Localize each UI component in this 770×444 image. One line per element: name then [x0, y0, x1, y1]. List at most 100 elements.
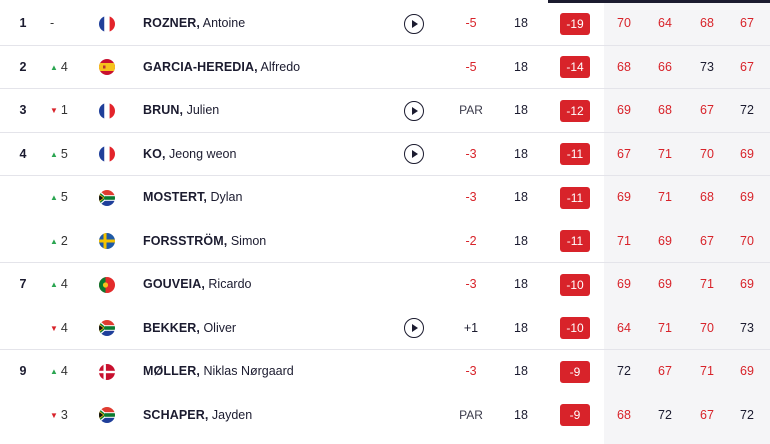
round-4-score: 72 [740, 407, 754, 422]
player-name[interactable]: KO, Jeong weon [143, 133, 393, 177]
thru-holes: 18 [514, 146, 528, 161]
row-divider [0, 175, 770, 176]
flag-za-icon [99, 189, 115, 206]
position-movement: ▼ 4 [50, 307, 84, 351]
row-divider [0, 262, 770, 263]
flag-se-icon [99, 233, 115, 249]
player-name[interactable]: GARCIA-HEREDIA, Alfredo [143, 46, 393, 90]
round-3-score: 68 [700, 16, 714, 30]
player-first-name: Jeong weon [169, 146, 237, 161]
round-3-score: 67 [700, 103, 714, 117]
position-movement: ▲ 4 [50, 46, 84, 90]
row-divider [0, 131, 770, 133]
player-row[interactable]: 3 ▼ 1 BRUN, Julien PAR 18 -12 69 68 67 72 [0, 89, 770, 133]
player-name[interactable]: BRUN, Julien [143, 89, 393, 133]
play-icon[interactable] [404, 100, 424, 121]
player-name[interactable]: FORSSTRÖM, Simon [143, 220, 393, 264]
movement-value: 1 [60, 103, 68, 117]
player-name[interactable]: MØLLER, Niklas Nørgaard [143, 350, 393, 394]
flag-fr-icon [99, 102, 115, 119]
player-name[interactable]: ROZNER, Antoine [143, 2, 393, 46]
player-first-name: Oliver [203, 320, 237, 335]
position: 9 [19, 364, 27, 378]
round-2-score: 71 [658, 320, 672, 335]
player-row[interactable]: 7 ▲ 4 GOUVEIA, Ricardo -3 18 -10 69 69 71 69 [0, 263, 770, 307]
round-1-score: 67 [617, 146, 631, 161]
player-last-name: SCHAPER, [143, 407, 209, 422]
player-row[interactable]: 1 - ROZNER, Antoine -5 18 -19 70 64 68 67 [0, 2, 770, 46]
today-score: -3 [465, 277, 477, 291]
round-3-score: 73 [700, 59, 714, 74]
movement-value: 4 [60, 59, 68, 74]
total-score-badge: -11 [560, 230, 590, 252]
row-divider [0, 88, 770, 89]
round-4-score: 67 [740, 16, 754, 30]
movement-value: 4 [60, 320, 68, 335]
round-3-score: 71 [700, 364, 714, 378]
today-score: -5 [465, 16, 477, 30]
player-last-name: MOSTERT, [143, 190, 207, 204]
position-movement: ▼ 3 [50, 394, 84, 438]
player-last-name: FORSSTRÖM, [143, 233, 228, 248]
round-3-score: 67 [700, 233, 714, 248]
flag-za-icon [99, 407, 115, 423]
position-movement: ▲ 4 [50, 263, 84, 307]
flag-fr-icon [99, 146, 115, 162]
player-row[interactable]: 4 ▲ 5 KO, Jeong weon -3 18 -11 67 71 70 69 [0, 133, 770, 177]
round-4-score: 73 [740, 320, 754, 335]
round-1-score: 69 [617, 190, 631, 204]
position: 3 [19, 103, 27, 117]
position [12, 394, 34, 438]
thru-holes: 18 [514, 190, 528, 204]
today-score: -2 [465, 233, 477, 248]
thru-holes: 18 [514, 364, 528, 378]
player-first-name: Ricardo [208, 277, 252, 291]
player-row[interactable]: ▲ 5 MOSTERT, Dylan -3 18 -11 69 71 68 69 [0, 176, 770, 220]
thru-holes: 18 [514, 103, 528, 117]
player-last-name: GARCIA-HEREDIA, [143, 59, 258, 74]
player-last-name: BRUN, [143, 103, 184, 117]
player-name[interactable]: MOSTERT, Dylan [143, 176, 393, 220]
round-1-score: 69 [617, 103, 631, 117]
round-2-score: 69 [658, 233, 672, 248]
player-row[interactable]: ▲ 2 FORSSTRÖM, Simon -2 18 -11 71 69 67 70 [0, 220, 770, 264]
round-1-score: 64 [617, 320, 631, 335]
round-4-score: 69 [740, 190, 754, 204]
thru-holes: 18 [514, 59, 528, 74]
flag-es-icon [99, 59, 115, 75]
player-row[interactable]: ▼ 4 BEKKER, Oliver +1 18 -10 64 71 70 73 [0, 307, 770, 351]
position-movement: ▼ 1 [50, 89, 84, 133]
total-score-badge: -9 [560, 404, 590, 426]
player-row[interactable]: ▼ 3 SCHAPER, Jayden PAR 18 -9 68 72 67 72 [0, 394, 770, 438]
position: 7 [19, 277, 27, 291]
arrow-down-icon: ▼ [50, 106, 58, 115]
player-first-name: Alfredo [260, 59, 301, 74]
round-2-score: 67 [658, 364, 672, 378]
player-row[interactable]: 9 ▲ 4 MØLLER, Niklas Nørgaard -3 18 -9 72 67 71 69 [0, 350, 770, 394]
today-score: PAR [459, 103, 483, 117]
header-edge [548, 0, 770, 3]
position-movement: ▲ 2 [50, 220, 84, 264]
today-score: PAR [459, 407, 483, 422]
today-score: -3 [465, 146, 477, 161]
player-first-name: Julien [186, 103, 220, 117]
player-name[interactable]: BEKKER, Oliver [143, 307, 393, 351]
position-movement: ▲ 5 [50, 176, 84, 220]
movement-value: 4 [60, 364, 68, 378]
today-score: -3 [465, 364, 477, 378]
arrow-up-icon: ▲ [50, 149, 58, 159]
flag-dk-icon [99, 363, 115, 380]
round-2-score: 68 [658, 103, 672, 117]
round-2-score: 64 [658, 16, 672, 30]
flag-pt-icon [99, 276, 115, 293]
round-4-score: 69 [740, 364, 754, 378]
player-name[interactable]: GOUVEIA, Ricardo [143, 263, 393, 307]
play-icon[interactable] [404, 144, 424, 164]
arrow-up-icon: ▲ [50, 280, 58, 289]
player-row[interactable]: 2 ▲ 4 GARCIA-HEREDIA, Alfredo -5 18 -14 68 66 73 6… [0, 46, 770, 90]
player-name[interactable]: SCHAPER, Jayden [143, 394, 393, 438]
arrow-down-icon: ▼ [50, 410, 58, 420]
play-icon[interactable] [404, 318, 424, 338]
play-icon[interactable] [404, 13, 424, 34]
today-score: +1 [463, 320, 479, 335]
